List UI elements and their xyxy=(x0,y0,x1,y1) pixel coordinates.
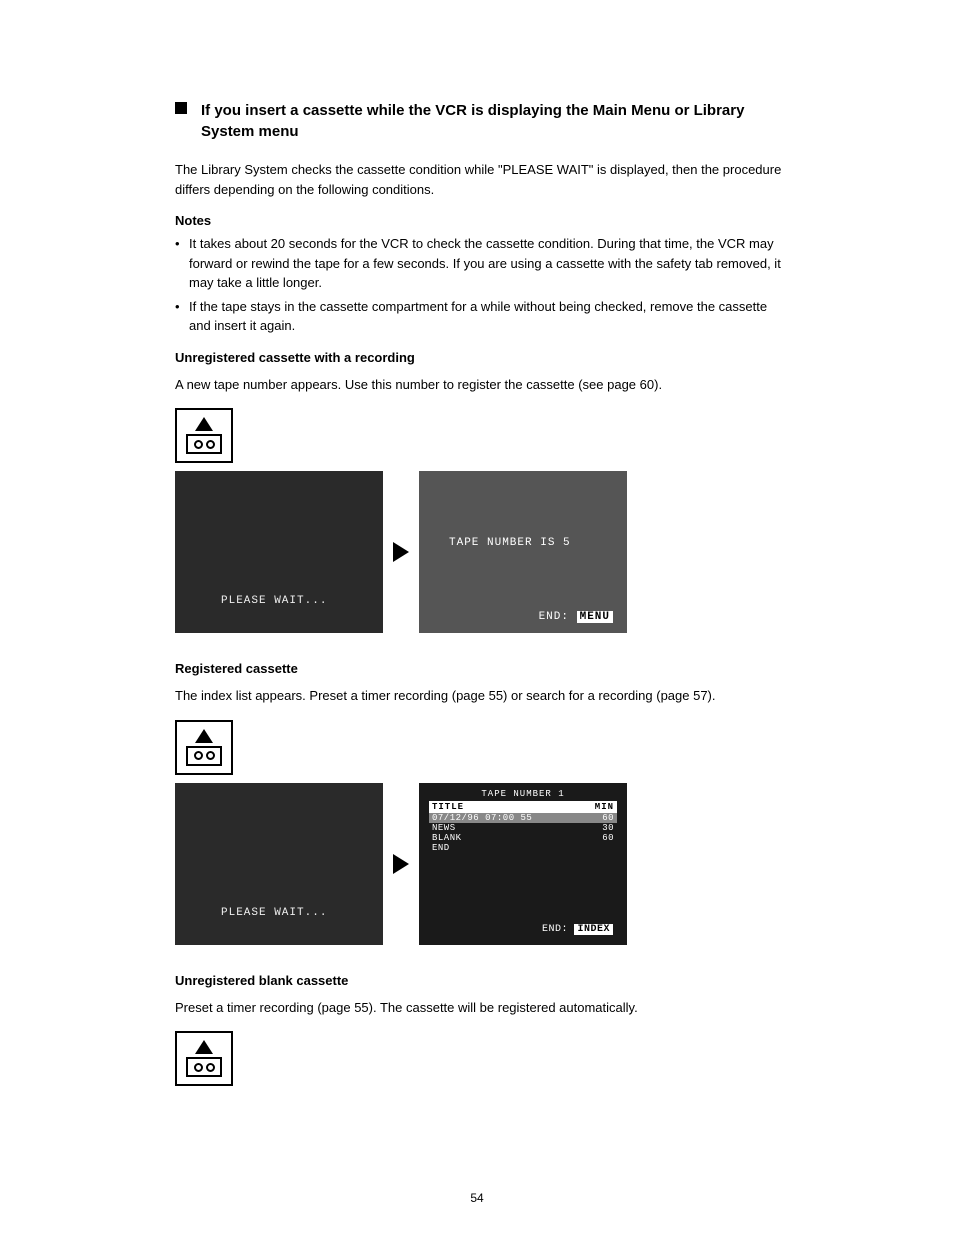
row-min: 60 xyxy=(602,813,614,823)
menu-button[interactable]: MENU xyxy=(577,611,613,623)
screen-tape-number: TAPE NUMBER IS 5 END: MENU xyxy=(419,471,627,633)
section-bullet xyxy=(175,102,187,114)
cassette-icon xyxy=(186,746,222,766)
insert-cassette-icon xyxy=(175,1031,233,1086)
case3-desc: Preset a timer recording (page 55). The … xyxy=(175,998,789,1018)
index-button[interactable]: INDEX xyxy=(574,924,613,935)
screen-please-wait: PLEASE WAIT... xyxy=(175,471,383,633)
cassette-icon xyxy=(186,434,222,454)
index-row[interactable]: BLANK 60 xyxy=(429,833,617,843)
end-label: END: xyxy=(542,924,568,935)
index-tape-number: TAPE NUMBER 1 xyxy=(429,789,617,799)
row-title: BLANK xyxy=(432,833,462,843)
note-item: If the tape stays in the cassette compar… xyxy=(175,297,789,336)
index-header-row: TITLE MIN xyxy=(429,801,617,813)
note-item: It takes about 20 seconds for the VCR to… xyxy=(175,234,789,293)
page-number: 54 xyxy=(470,1191,483,1205)
end-index-label: END: INDEX xyxy=(542,924,613,935)
notes-heading: Notes xyxy=(175,213,789,228)
row-min: 30 xyxy=(602,823,614,833)
arrow-right-icon xyxy=(393,542,409,562)
insert-cassette-icon xyxy=(175,408,233,463)
case2-screens: PLEASE WAIT... TAPE NUMBER 1 TITLE MIN 0… xyxy=(175,783,789,945)
tape-number-text: TAPE NUMBER IS 5 xyxy=(449,537,571,549)
row-min: 60 xyxy=(602,833,614,843)
arrow-up-icon xyxy=(195,1040,213,1054)
case1-screens: PLEASE WAIT... TAPE NUMBER IS 5 END: MEN… xyxy=(175,471,789,633)
end-menu-label: END: MENU xyxy=(539,611,613,623)
screen-index-list: TAPE NUMBER 1 TITLE MIN 07/12/96 07:00 5… xyxy=(419,783,627,945)
row-title: NEWS xyxy=(432,823,456,833)
case1-desc: A new tape number appears. Use this numb… xyxy=(175,375,789,395)
arrow-up-icon xyxy=(195,417,213,431)
arrow-right-icon xyxy=(393,854,409,874)
index-row[interactable]: 07/12/96 07:00 55 60 xyxy=(429,813,617,823)
wait-text: PLEASE WAIT... xyxy=(221,595,327,607)
index-row[interactable]: NEWS 30 xyxy=(429,823,617,833)
screen-please-wait: PLEASE WAIT... xyxy=(175,783,383,945)
end-label: END: xyxy=(539,611,569,623)
cassette-icon xyxy=(186,1057,222,1077)
row-title: END xyxy=(432,843,450,853)
index-row[interactable]: END xyxy=(429,843,617,853)
col-title: TITLE xyxy=(432,802,464,812)
arrow-up-icon xyxy=(195,729,213,743)
case2-desc: The index list appears. Preset a timer r… xyxy=(175,686,789,706)
col-min: MIN xyxy=(595,802,614,812)
row-title: 07/12/96 07:00 55 xyxy=(432,813,532,823)
case2-title: Registered cassette xyxy=(175,661,789,676)
insert-cassette-icon xyxy=(175,720,233,775)
case3-title: Unregistered blank cassette xyxy=(175,973,789,988)
wait-text: PLEASE WAIT... xyxy=(221,907,327,919)
case1-title: Unregistered cassette with a recording xyxy=(175,350,789,365)
section-title: If you insert a cassette while the VCR i… xyxy=(201,100,789,142)
intro-paragraph: The Library System checks the cassette c… xyxy=(175,160,789,199)
